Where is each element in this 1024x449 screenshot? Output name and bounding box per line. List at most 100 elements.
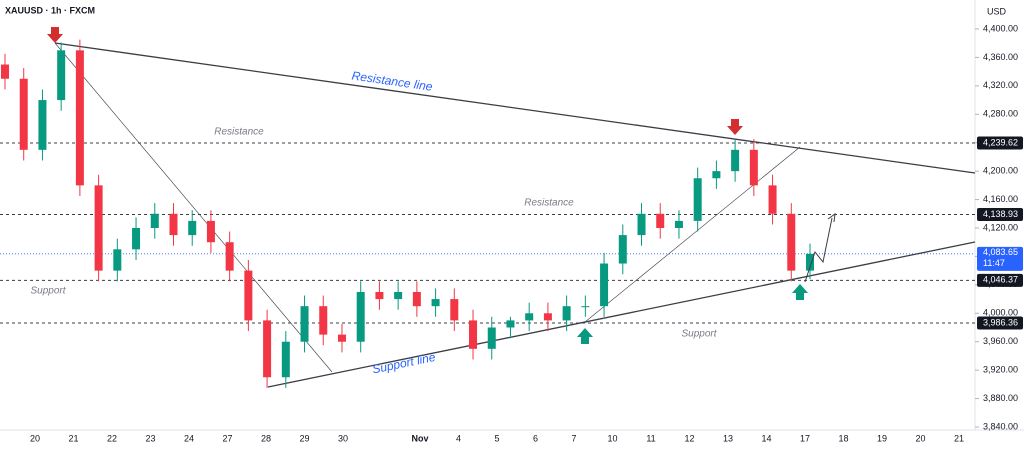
candle-body <box>731 149 740 172</box>
diagonal-line <box>584 146 801 323</box>
symbol-title: XAUUSD · 1h · FXCM <box>5 5 95 15</box>
x-tick-label: 21 <box>954 433 964 443</box>
candle-body <box>768 185 777 214</box>
projection-arrowhead <box>827 212 836 223</box>
x-tick-label: 30 <box>338 433 348 443</box>
candle-body <box>674 220 683 228</box>
candle-body <box>431 299 440 307</box>
candle-body <box>19 78 28 150</box>
candle-body <box>637 213 646 236</box>
x-tick-label: 13 <box>723 433 733 443</box>
candle-body <box>132 228 141 250</box>
y-tick-label: 4,360.00 <box>983 52 1018 62</box>
candle-body <box>319 306 328 335</box>
level-label-box <box>977 273 1023 287</box>
candle-body <box>244 270 253 321</box>
candle-body <box>263 320 272 378</box>
down-arrow <box>727 119 743 135</box>
x-tick-label: 7 <box>571 433 576 443</box>
candle-body <box>806 253 814 271</box>
up-arrow <box>792 284 808 300</box>
candle-body <box>749 149 758 186</box>
x-tick-label: Nov <box>411 433 428 443</box>
candle-body <box>562 306 571 321</box>
level-label-box <box>977 316 1023 330</box>
candle-body <box>356 291 365 342</box>
annotation: Support <box>30 286 66 297</box>
candle-body <box>150 213 159 228</box>
level-label: 3,986.36 <box>983 317 1018 327</box>
candle-body <box>206 220 215 243</box>
y-tick-label: 4,000.00 <box>983 308 1018 318</box>
candle-body <box>375 291 384 300</box>
candle-body <box>543 313 552 321</box>
x-tick-label: 24 <box>184 433 194 443</box>
candle-body <box>450 299 459 321</box>
x-tick-label: 21 <box>68 433 78 443</box>
candle-body <box>600 263 609 307</box>
x-tick-label: 20 <box>30 433 40 443</box>
candle-body <box>787 213 796 271</box>
candle-body <box>38 100 47 150</box>
y-tick-label: 4,120.00 <box>983 222 1018 232</box>
candle-body <box>487 327 496 349</box>
x-tick-label: 17 <box>800 433 810 443</box>
resistance-trendline <box>54 42 976 174</box>
candle-body <box>525 313 534 321</box>
y-tick-label: 3,960.00 <box>983 336 1018 346</box>
candle-body <box>1 64 9 79</box>
candle-body <box>618 235 627 264</box>
up-arrow <box>577 328 593 344</box>
x-tick-label: 28 <box>261 433 271 443</box>
down-arrow <box>47 27 63 43</box>
level-label: 4,138.93 <box>983 209 1018 219</box>
y-tick-label: 4,200.00 <box>983 166 1018 176</box>
candle-body <box>188 220 197 236</box>
candle-body <box>656 213 665 228</box>
candles <box>1 39 814 388</box>
candle-body <box>337 334 346 342</box>
x-tick-label: 10 <box>607 433 617 443</box>
level-label: 4,046.37 <box>983 275 1018 285</box>
candle-body <box>225 242 234 271</box>
candle-body <box>57 50 66 101</box>
projection-path <box>804 217 833 283</box>
y-tick-label: 3,920.00 <box>983 365 1018 375</box>
x-tick-label: 4 <box>456 433 461 443</box>
x-tick-label: 23 <box>145 433 155 443</box>
candle-body <box>581 306 590 308</box>
candle-body <box>412 291 421 307</box>
candle-body <box>169 213 178 236</box>
x-tick-label: 11 <box>646 433 655 443</box>
level-label-box <box>977 136 1023 150</box>
x-tick-label: 27 <box>222 433 232 443</box>
levels <box>0 142 975 324</box>
candle-body <box>94 185 103 271</box>
candle-body <box>113 249 122 271</box>
x-tick-label: 12 <box>684 433 694 443</box>
level-label: 4,239.62 <box>983 137 1018 147</box>
candle-body <box>712 171 721 179</box>
y-tick-label: 4,160.00 <box>983 194 1018 204</box>
y-tick-label: 4,320.00 <box>983 80 1018 90</box>
countdown-label: 11:47 <box>983 258 1005 268</box>
x-tick-label: 29 <box>299 433 309 443</box>
last-price-label: 4,083.65 <box>983 247 1018 257</box>
x-tick-label: 14 <box>761 433 771 443</box>
candle-body <box>506 320 515 328</box>
y-tick-label: 3,840.00 <box>983 421 1018 431</box>
candle-body <box>281 341 290 378</box>
candle-body <box>75 50 84 186</box>
candle-body <box>300 306 309 342</box>
diagonal-line <box>54 42 333 373</box>
currency-label: USD <box>987 6 1007 16</box>
candle-body <box>693 178 702 221</box>
y-tick-label: 4,280.00 <box>983 109 1018 119</box>
y-tick-label: 4,400.00 <box>983 23 1018 33</box>
x-tick-label: 6 <box>533 433 538 443</box>
x-tick-label: 19 <box>877 433 887 443</box>
annotation: Support <box>681 329 717 340</box>
x-tick-label: 20 <box>915 433 925 443</box>
